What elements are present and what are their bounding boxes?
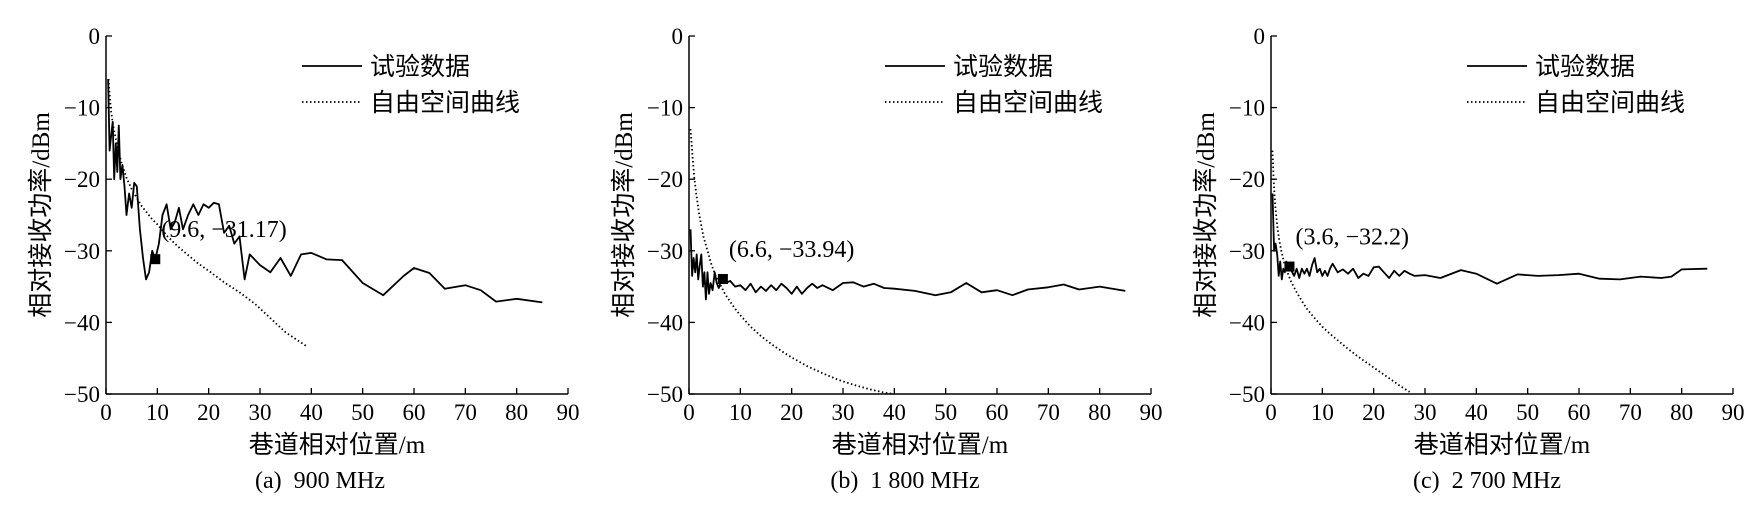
y-axis-label: 相对接收功率/dBm: [1192, 112, 1220, 318]
annotation-marker: [717, 274, 728, 285]
y-tick-label: 0: [89, 24, 101, 49]
y-tick-label: −20: [1229, 167, 1265, 192]
y-tick-label: −20: [64, 167, 100, 192]
x-axis-label: 巷道相对位置/m: [1414, 431, 1591, 459]
annotation-marker: [150, 254, 161, 265]
x-tick-label: 40: [1465, 400, 1488, 425]
x-tick-label: 80: [1670, 400, 1693, 425]
x-tick-label: 20: [780, 400, 803, 425]
y-tick-label: −40: [64, 310, 100, 335]
y-tick-label: −10: [64, 96, 100, 121]
x-tick-label: 0: [100, 400, 112, 425]
x-tick-label: 0: [683, 400, 695, 425]
x-tick-label: 80: [1088, 400, 1111, 425]
y-tick-label: −40: [1229, 310, 1265, 335]
legend-label: 试验数据: [1535, 53, 1635, 81]
y-tick-label: −20: [647, 167, 683, 192]
x-tick-label: 30: [832, 400, 855, 425]
chart-caption-a: (a) 900 MHz: [255, 468, 385, 494]
y-tick-label: −50: [647, 382, 683, 407]
legend-label: 自由空间曲线: [1535, 89, 1685, 117]
x-tick-label: 90: [557, 400, 580, 425]
y-tick-label: −40: [647, 310, 683, 335]
x-tick-label: 20: [1362, 400, 1385, 425]
x-tick-label: 90: [1722, 400, 1745, 425]
chart-panel-c: 0−10−20−30−40−500 10 20 30 40 50 60 70 80 90巷道相对位…: [1192, 24, 1745, 459]
x-tick-label: 40: [300, 400, 323, 425]
chart-caption-b: (b) 1 800 MHz: [830, 468, 980, 494]
legend-label: 自由空间曲线: [953, 89, 1103, 117]
annotation-label: (9.6, −31.17): [161, 217, 287, 243]
legend-label: 试验数据: [370, 53, 470, 81]
y-tick-label: −50: [64, 382, 100, 407]
x-tick-label: 60: [986, 400, 1009, 425]
y-tick-label: 0: [672, 24, 684, 49]
x-tick-label: 90: [1140, 400, 1163, 425]
y-tick-label: −30: [647, 239, 683, 264]
y-tick-label: −50: [1229, 382, 1265, 407]
free-space-curve-line: [107, 78, 307, 347]
free-space-curve-line: [1271, 150, 1411, 393]
chart-panel-a: 0−10−20−30−40−500 10 20 30 40 50 60 70 80 90巷道相对位…: [27, 24, 580, 459]
chart-panel-b: 0−10−20−30−40−500 10 20 30 40 50 60 70 80 90巷道相对位…: [610, 24, 1163, 459]
y-axis-label: 相对接收功率/dBm: [27, 112, 55, 318]
x-tick-label: 0: [1265, 400, 1277, 425]
x-tick-label: 10: [729, 400, 752, 425]
x-tick-label: 60: [403, 400, 426, 425]
x-tick-label: 80: [505, 400, 528, 425]
x-axis-label: 巷道相对位置/m: [249, 431, 426, 459]
free-space-curve-line: [689, 129, 895, 395]
annotation-marker: [1284, 261, 1295, 272]
x-tick-label: 30: [249, 400, 272, 425]
x-tick-label: 10: [146, 400, 169, 425]
x-tick-label: 30: [1414, 400, 1437, 425]
y-tick-label: 0: [1254, 24, 1266, 49]
y-tick-label: −10: [647, 96, 683, 121]
x-tick-label: 50: [351, 400, 374, 425]
x-axis-label: 巷道相对位置/m: [832, 431, 1009, 459]
x-tick-label: 70: [454, 400, 477, 425]
y-axis-label: 相对接收功率/dBm: [610, 112, 638, 318]
measured-data-line: [107, 78, 543, 304]
y-tick-label: −10: [1229, 96, 1265, 121]
x-tick-label: 10: [1311, 400, 1334, 425]
legend-label: 试验数据: [953, 53, 1053, 81]
legend-label: 自由空间曲线: [370, 89, 520, 117]
y-tick-label: −30: [64, 239, 100, 264]
x-tick-label: 70: [1619, 400, 1642, 425]
x-tick-label: 40: [883, 400, 906, 425]
annotation-label: (3.6, −32.2): [1295, 225, 1409, 251]
chart-caption-c: (c) 2 700 MHz: [1413, 468, 1561, 494]
x-tick-label: 70: [1037, 400, 1060, 425]
y-tick-label: −30: [1229, 239, 1265, 264]
x-tick-label: 20: [197, 400, 220, 425]
annotation-label: (6.6, −33.94): [729, 237, 855, 263]
x-tick-label: 60: [1568, 400, 1591, 425]
measured-data-line: [689, 229, 1126, 301]
x-tick-label: 50: [934, 400, 957, 425]
x-tick-label: 50: [1516, 400, 1539, 425]
